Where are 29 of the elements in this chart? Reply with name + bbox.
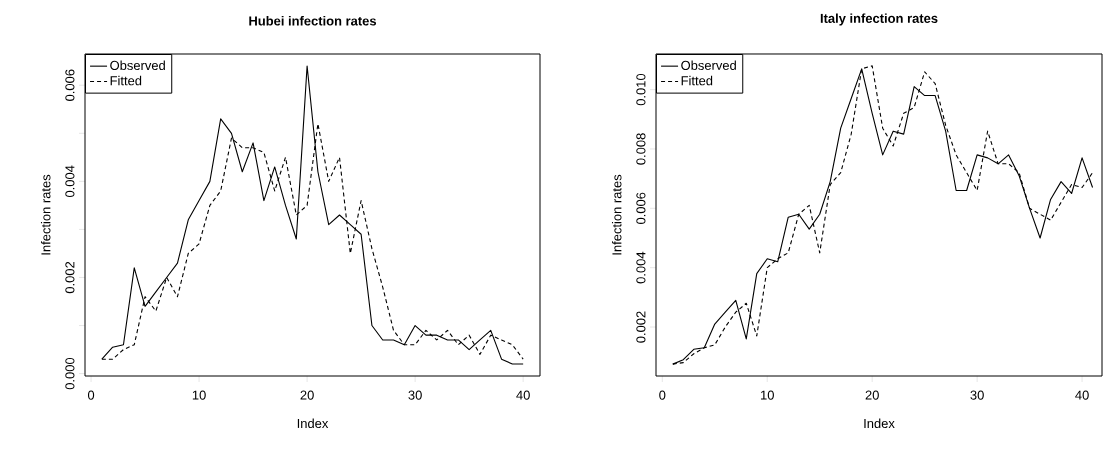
y-tick-label: 0.006 xyxy=(636,192,646,225)
x-tick-label: 10 xyxy=(761,390,774,400)
chart-title: Italy infection rates xyxy=(820,13,938,26)
legend-label: Observed xyxy=(681,60,736,70)
chart-title: Hubei infection rates xyxy=(249,15,377,26)
x-axis-title: Index xyxy=(864,418,895,429)
x-tick-label: 20 xyxy=(865,390,879,400)
x-tick-label: 30 xyxy=(408,390,422,400)
legend-label: Observed xyxy=(110,60,165,70)
x-tick-label: 40 xyxy=(1075,390,1089,400)
x-tick-label: 0 xyxy=(659,390,666,400)
y-tick-label: 0.002 xyxy=(65,261,75,294)
legend-label: Fitted xyxy=(681,75,713,86)
y-axis-title: Infection rates xyxy=(40,174,51,255)
y-axis-title: Infection rates xyxy=(611,174,622,255)
y-tick-label: 0.008 xyxy=(636,133,646,165)
x-axis-title: Index xyxy=(297,418,329,429)
x-tick-label: 10 xyxy=(192,390,206,400)
y-tick-label: 0.000 xyxy=(65,357,75,390)
x-tick-label: 0 xyxy=(87,390,95,400)
y-tick-label: 0.004 xyxy=(636,251,646,284)
x-tick-label: 40 xyxy=(516,390,530,400)
y-tick-label: 0.002 xyxy=(636,311,646,343)
y-tick-label: 0.004 xyxy=(65,165,75,198)
x-tick-label: 30 xyxy=(970,390,984,400)
x-tick-label: 20 xyxy=(300,390,314,400)
legend-label: Fitted xyxy=(110,75,142,86)
y-tick-label: 0.010 xyxy=(636,73,646,106)
y-tick-label: 0.006 xyxy=(65,69,75,101)
